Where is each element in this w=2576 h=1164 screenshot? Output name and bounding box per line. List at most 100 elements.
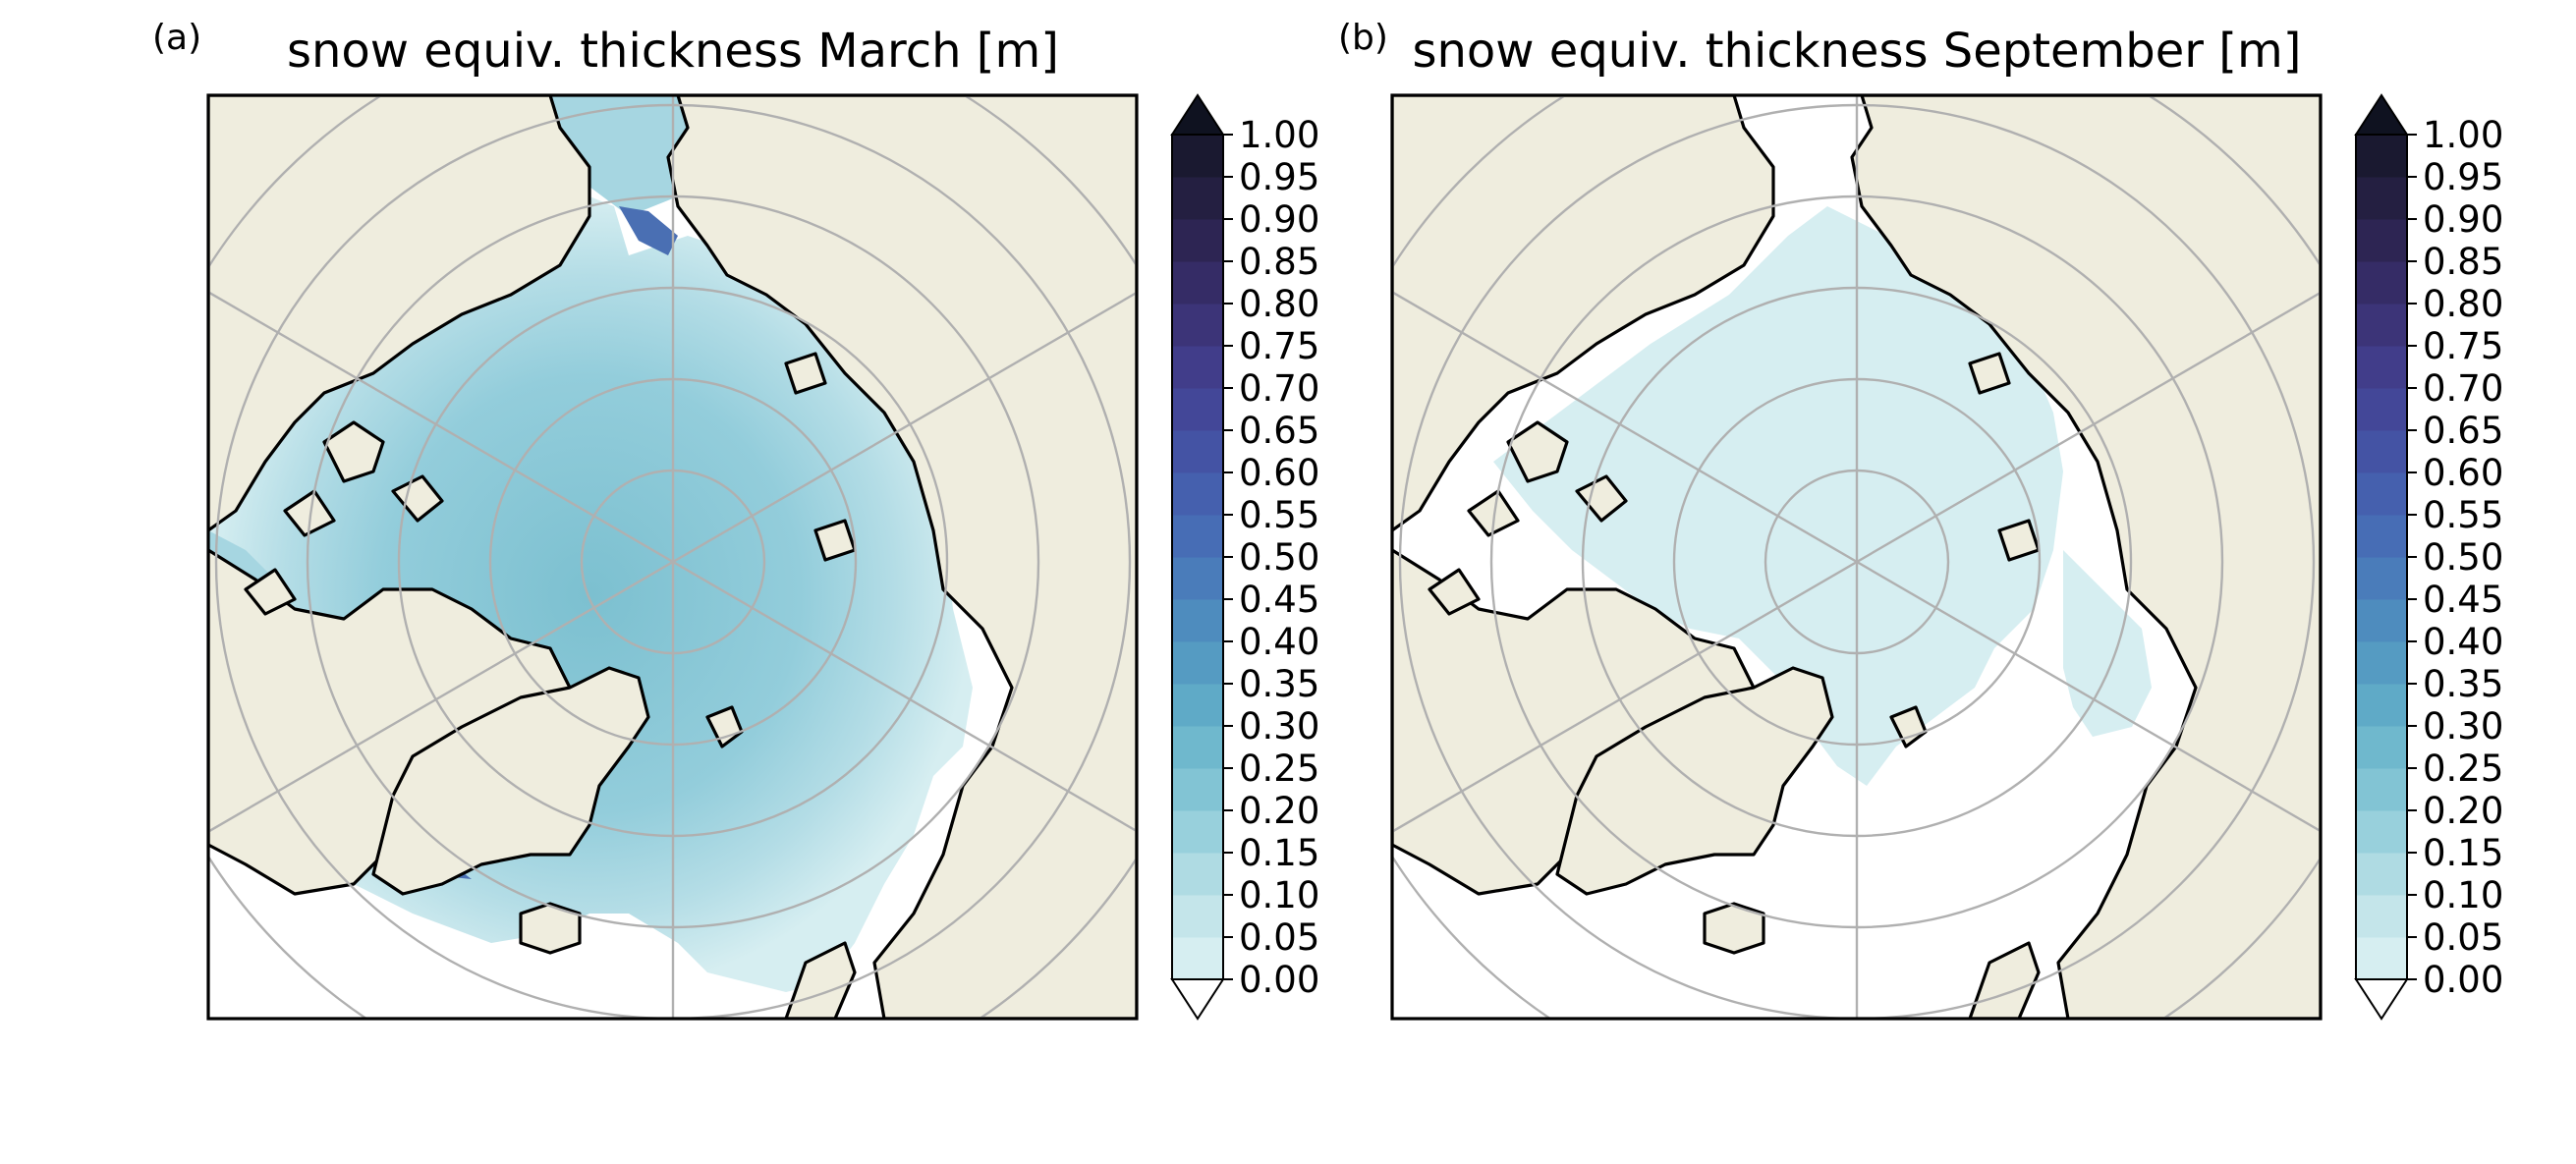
- land-greenland: [371, 666, 650, 896]
- colorbar-bin: [2356, 895, 2407, 938]
- colorbar-tick-label: 0.05: [2423, 916, 2503, 959]
- colorbar-tick-label: 0.15: [1239, 832, 1319, 874]
- map-title: snow equiv. thickness March [m]: [287, 24, 1059, 79]
- colorbar-bin: [1172, 388, 1223, 431]
- colorbar-bin: [2356, 937, 2407, 980]
- colorbar-tick-label: 0.95: [2423, 156, 2503, 198]
- colorbar-bin: [2356, 219, 2407, 262]
- land-iceland: [519, 902, 582, 955]
- colorbar-tick-label: 0.20: [1239, 790, 1319, 832]
- colorbar-bin: [1172, 684, 1223, 727]
- colorbar-bin: [1172, 219, 1223, 262]
- colorbar-tick-label: 0.90: [2423, 198, 2503, 241]
- colorbar-tick-label: 0.15: [2423, 832, 2503, 874]
- colorbar-tick-label: 0.95: [1239, 156, 1319, 198]
- colorbar-bin: [1172, 472, 1223, 516]
- colorbar-tick-label: 0.70: [2423, 367, 2503, 410]
- colorbar-bin: [1172, 641, 1223, 685]
- colorbar-bin: [2356, 261, 2407, 305]
- meridian-line: [208, 291, 1137, 834]
- snow-shading-field: [2063, 550, 2152, 737]
- colorbar-tick-label: 0.00: [2423, 959, 2503, 1001]
- colorbar-bin: [1172, 599, 1223, 642]
- colorbar-tick-label: 0.55: [1239, 494, 1319, 536]
- colorbar-over-extension: [1170, 93, 1225, 136]
- colorbar-bin: [1172, 515, 1223, 558]
- colorbar-tick-label: 0.60: [2423, 452, 2503, 494]
- map-title: snow equiv. thickness September [m]: [1412, 24, 2301, 79]
- colorbar-under-extension: [1170, 978, 1225, 1021]
- colorbar-tick-label: 0.10: [1239, 874, 1319, 916]
- colorbar-tick-label: 0.40: [2423, 621, 2503, 663]
- snow-shading-dark-edge: [619, 206, 678, 255]
- map-frame: [1390, 93, 2323, 1021]
- colorbar-bin: [1172, 177, 1223, 220]
- colorbar-tick-label: 0.35: [2423, 663, 2503, 705]
- colorbar-tick-label: 0.55: [2423, 494, 2503, 536]
- panel-a: (a) snow equiv. thickness March [m]: [152, 18, 1319, 1021]
- colorbar-tick-label: 0.80: [1239, 283, 1319, 325]
- colorbar-bin: [2356, 515, 2407, 558]
- colorbar-bin: [2356, 853, 2407, 896]
- colorbar-bin: [2356, 810, 2407, 854]
- colorbar-tick-label: 1.00: [1239, 114, 1319, 156]
- land-arctic-islands: [1428, 420, 1628, 616]
- colorbar-bin: [1172, 810, 1223, 854]
- land-arctic-islands: [244, 420, 444, 616]
- colorbar-tick-label: 0.20: [2423, 790, 2503, 832]
- colorbar-bin: [2356, 599, 2407, 642]
- colorbar-tick-label: 0.35: [1239, 663, 1319, 705]
- colorbar-bin: [1172, 261, 1223, 305]
- colorbar-tick-label: 0.65: [1239, 410, 1319, 452]
- colorbar-under-extension: [2354, 978, 2409, 1021]
- colorbar-tick-label: 0.50: [1239, 536, 1319, 579]
- colorbar-bin: [1172, 853, 1223, 896]
- panel-label: (a): [152, 18, 201, 58]
- colorbar-tick-label: 0.60: [1239, 452, 1319, 494]
- colorbar-bin: [2356, 388, 2407, 431]
- colorbar-tick-label: 0.85: [2423, 241, 2503, 283]
- land-greenland: [1555, 666, 1834, 896]
- colorbar-tick-label: 0.25: [1239, 748, 1319, 790]
- snow-shading-field: [1493, 206, 2063, 786]
- colorbar-tick-label: 0.90: [1239, 198, 1319, 241]
- colorbar-bin: [1172, 557, 1223, 600]
- colorbar-tick-label: 0.75: [1239, 325, 1319, 367]
- colorbar-bin: [2356, 304, 2407, 347]
- colorbar-bin: [2356, 135, 2407, 178]
- colorbar-bin: [2356, 641, 2407, 685]
- land-alaska: [1392, 95, 1775, 532]
- colorbar-bin: [2356, 557, 2407, 600]
- colorbar-bin: [1172, 346, 1223, 389]
- colorbar-bin: [1172, 135, 1223, 178]
- colorbar-bin: [1172, 304, 1223, 347]
- meridian-line: [1392, 291, 2321, 834]
- colorbar-tick-label: 0.10: [2423, 874, 2503, 916]
- colorbar-bin: [1172, 430, 1223, 473]
- colorbar-tick-label: 0.80: [2423, 283, 2503, 325]
- colorbar-bin: [2356, 684, 2407, 727]
- map-area: [208, 95, 1137, 1019]
- panel-b: (b) snow equiv. thickness September [m]: [1338, 18, 2503, 1021]
- colorbar-tick-label: 0.05: [1239, 916, 1319, 959]
- colorbar-bin: [2356, 430, 2407, 473]
- colorbar-tick-label: 0.65: [2423, 410, 2503, 452]
- colorbar-tick-label: 0.25: [2423, 748, 2503, 790]
- land-new-siberian-islands: [784, 352, 827, 395]
- colorbar-bin: [2356, 726, 2407, 769]
- land-new-siberian-islands: [1968, 352, 2011, 395]
- land-alaska: [208, 95, 591, 532]
- colorbar-bin: [1172, 895, 1223, 938]
- colorbar-bin: [2356, 177, 2407, 220]
- colorbar-tick-label: 0.85: [1239, 241, 1319, 283]
- land-iceland: [1703, 902, 1765, 955]
- colorbar-tick-label: 0.75: [2423, 325, 2503, 367]
- colorbar-bin: [2356, 768, 2407, 811]
- colorbar: 0.000.050.100.150.200.250.300.350.400.45…: [2354, 93, 2503, 1021]
- colorbar-tick-label: 0.45: [2423, 579, 2503, 621]
- colorbar: 0.000.050.100.150.200.250.300.350.400.45…: [1170, 93, 1319, 1021]
- colorbar-tick-label: 0.30: [1239, 705, 1319, 748]
- colorbar-bin: [2356, 472, 2407, 516]
- colorbar-bin: [1172, 937, 1223, 980]
